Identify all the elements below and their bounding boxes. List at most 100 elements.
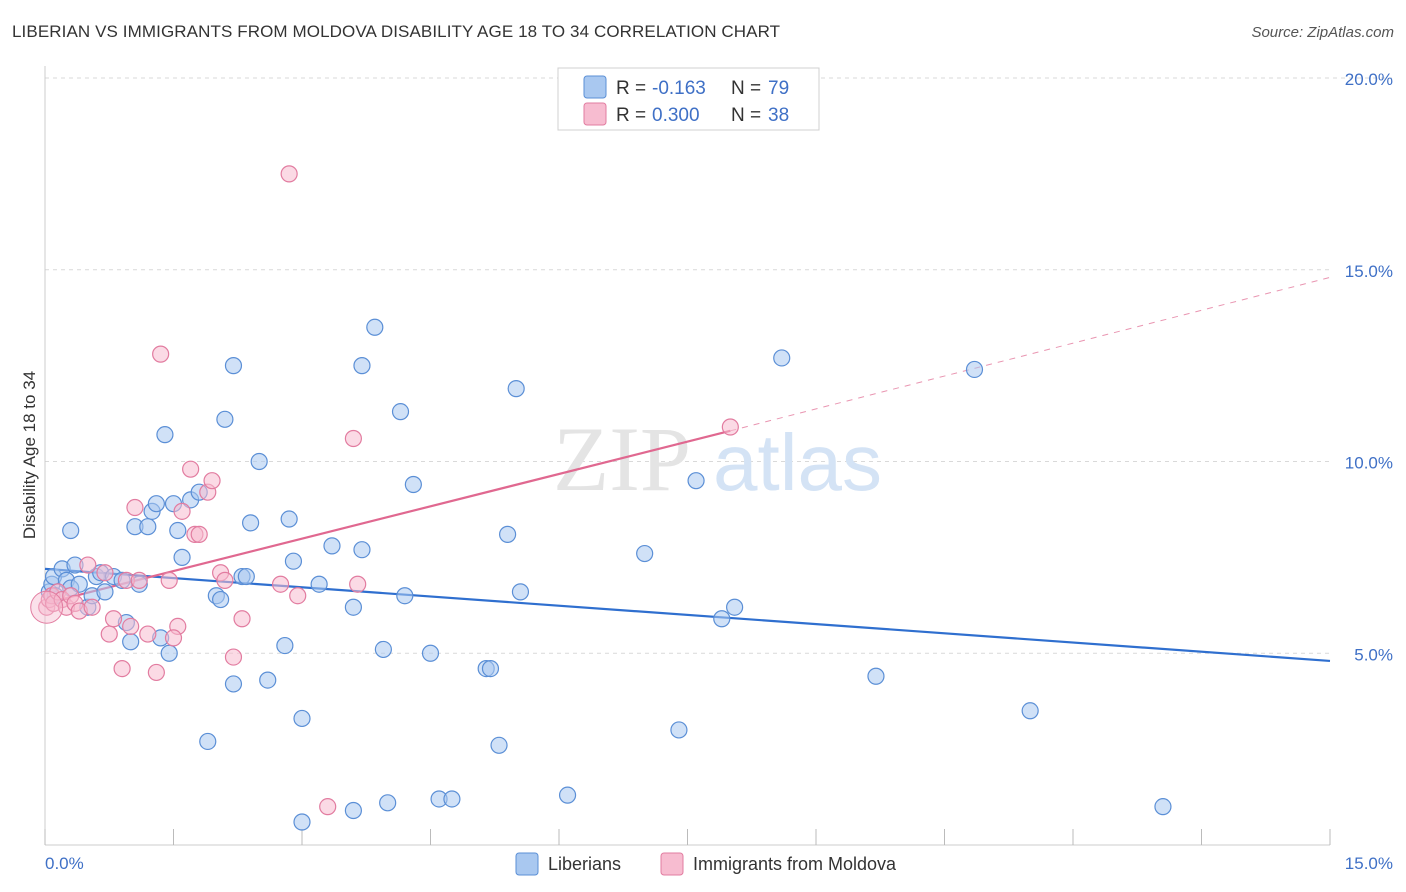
axes: [44, 66, 1331, 846]
data-point: [349, 575, 367, 593]
data-point: [199, 732, 217, 751]
data-point: [216, 410, 234, 428]
data-point: [404, 475, 422, 494]
y-tick-label: 5.0%: [1354, 645, 1393, 664]
data-point: [481, 659, 500, 678]
x-tick-label: 0.0%: [45, 854, 84, 873]
data-point: [250, 452, 268, 471]
legend-n-label-2: N =: [731, 105, 761, 126]
data-point: [212, 590, 230, 609]
data-point: [182, 460, 200, 478]
data-point: [169, 521, 187, 540]
chart-title: LIBERIAN VS IMMIGRANTS FROM MOLDOVA DISA…: [12, 22, 781, 41]
data-point: [147, 663, 165, 682]
data-point: [511, 583, 530, 601]
series-moldova: [38, 165, 739, 816]
data-point: [122, 633, 140, 651]
legend-n-value-2: 38: [768, 105, 789, 126]
data-point: [280, 165, 298, 183]
trend-lines: [44, 276, 1331, 663]
data-point: [190, 525, 208, 543]
x-tick-label: 15.0%: [1345, 854, 1393, 873]
data-point: [1154, 798, 1172, 816]
data-point: [224, 357, 243, 375]
data-point: [242, 514, 260, 532]
series-legend: Liberians Immigrants from Moldova: [515, 852, 897, 876]
data-point: [96, 564, 114, 582]
watermark-atlas: atlas: [713, 418, 882, 507]
data-point: [310, 575, 328, 593]
data-point: [233, 610, 251, 628]
data-point: [160, 644, 178, 662]
watermark: ZIP atlas: [553, 408, 882, 510]
data-point: [237, 567, 255, 586]
data-point: [344, 801, 362, 820]
data-point: [726, 598, 744, 616]
data-point: [374, 640, 392, 659]
data-point: [366, 318, 384, 336]
legend-r-value-1: -0.163: [652, 78, 706, 99]
bottom-legend-liberians: Liberians: [548, 854, 621, 874]
data-point: [721, 418, 739, 436]
data-point: [62, 521, 80, 540]
data-point: [490, 736, 508, 754]
data-point: [353, 541, 371, 559]
data-point: [96, 583, 114, 601]
data-point: [173, 548, 191, 566]
data-point: [713, 610, 731, 628]
data-point: [323, 537, 341, 555]
data-point: [687, 472, 705, 490]
legend-r-value-2: 0.300: [652, 105, 700, 126]
data-point: [156, 426, 174, 444]
data-point: [139, 518, 157, 536]
data-point: [1021, 702, 1039, 720]
bottom-legend-swatch-moldova: [660, 852, 684, 876]
data-point-cluster: [30, 590, 64, 624]
data-point: [636, 544, 654, 563]
data-point: [276, 636, 294, 655]
data-point: [70, 575, 88, 593]
data-point: [353, 357, 371, 375]
data-point: [507, 380, 525, 398]
data-point: [558, 786, 577, 804]
gridlines: [45, 77, 1392, 654]
data-point: [216, 571, 234, 589]
trend-line-liberians: [44, 567, 1331, 663]
y-tick-label: 10.0%: [1345, 454, 1393, 473]
trend-line-moldova-extension: [730, 276, 1331, 432]
data-point: [224, 675, 243, 693]
data-point: [396, 587, 414, 605]
data-point: [152, 345, 170, 363]
data-point: [293, 813, 311, 831]
data-point: [130, 571, 148, 589]
data-point: [280, 510, 298, 528]
data-point: [224, 648, 243, 666]
trend-line-moldova: [44, 429, 731, 605]
data-point: [379, 794, 397, 812]
y-tick-label: 20.0%: [1345, 70, 1393, 89]
data-point: [499, 525, 517, 543]
data-point: [126, 498, 144, 517]
correlation-legend: R = -0.163 N = 79 R = 0.300 N = 38: [557, 67, 820, 131]
legend-r-label-1: R =: [616, 78, 646, 99]
data-point: [259, 671, 277, 689]
legend-r-label-2: R =: [616, 105, 646, 126]
data-point: [319, 798, 337, 816]
data-point: [773, 349, 791, 367]
data-point: [160, 571, 178, 589]
source-credit: Source: ZipAtlas.com: [1251, 24, 1394, 41]
data-point: [147, 495, 165, 513]
bottom-legend-moldova: Immigrants from Moldova: [693, 854, 897, 874]
tick-labels: 5.0% 10.0% 15.0% 20.0% 0.0% 15.0%: [45, 70, 1393, 873]
data-points: [30, 165, 1172, 831]
data-point: [867, 667, 885, 685]
data-point: [391, 403, 410, 421]
data-point: [100, 625, 118, 643]
data-point: [173, 502, 191, 520]
data-point: [203, 472, 221, 490]
y-tick-label: 15.0%: [1345, 262, 1393, 281]
data-point: [113, 659, 131, 678]
data-point: [293, 709, 311, 728]
data-point: [344, 429, 362, 448]
